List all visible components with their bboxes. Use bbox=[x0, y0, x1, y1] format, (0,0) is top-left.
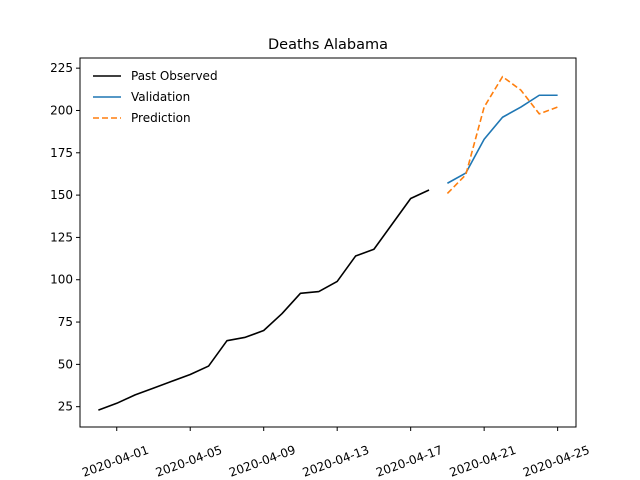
x-tick-label: 2020-04-21 bbox=[448, 443, 518, 480]
series-line-0 bbox=[98, 189, 430, 411]
x-tick-label: 2020-04-01 bbox=[80, 443, 150, 480]
y-tick-label: 75 bbox=[58, 315, 73, 329]
y-tick-label: 125 bbox=[50, 230, 73, 244]
y-tick-label: 100 bbox=[50, 273, 73, 287]
x-tick-label: 2020-04-05 bbox=[154, 443, 224, 480]
x-tick-label: 2020-04-09 bbox=[227, 443, 297, 480]
legend-label-2: Prediction bbox=[131, 111, 191, 125]
series-line-2 bbox=[446, 75, 558, 194]
plot-lines bbox=[98, 75, 558, 411]
x-tick-label: 2020-04-13 bbox=[301, 443, 371, 480]
legend: Past Observed Validation Prediction bbox=[93, 69, 218, 125]
x-tick-label: 2020-04-17 bbox=[374, 443, 444, 480]
plot-frame bbox=[79, 57, 577, 428]
chart-title: Deaths Alabama bbox=[268, 37, 388, 53]
y-axis: 25 50 75 100 125 150 175 200 225 bbox=[50, 61, 80, 414]
legend-label-0: Past Observed bbox=[131, 69, 218, 83]
y-tick-label: 150 bbox=[50, 188, 73, 202]
x-tick-label: 2020-04-25 bbox=[521, 443, 591, 480]
x-axis: 2020-04-01 2020-04-05 2020-04-09 2020-04-13… bbox=[80, 427, 591, 480]
series-line-1 bbox=[447, 94, 558, 184]
y-tick-label: 200 bbox=[50, 103, 73, 117]
legend-label-1: Validation bbox=[131, 90, 190, 104]
y-tick-label: 50 bbox=[58, 357, 73, 371]
y-tick-label: 25 bbox=[58, 400, 73, 414]
y-tick-label: 225 bbox=[50, 61, 73, 75]
y-tick-label: 175 bbox=[50, 146, 73, 160]
